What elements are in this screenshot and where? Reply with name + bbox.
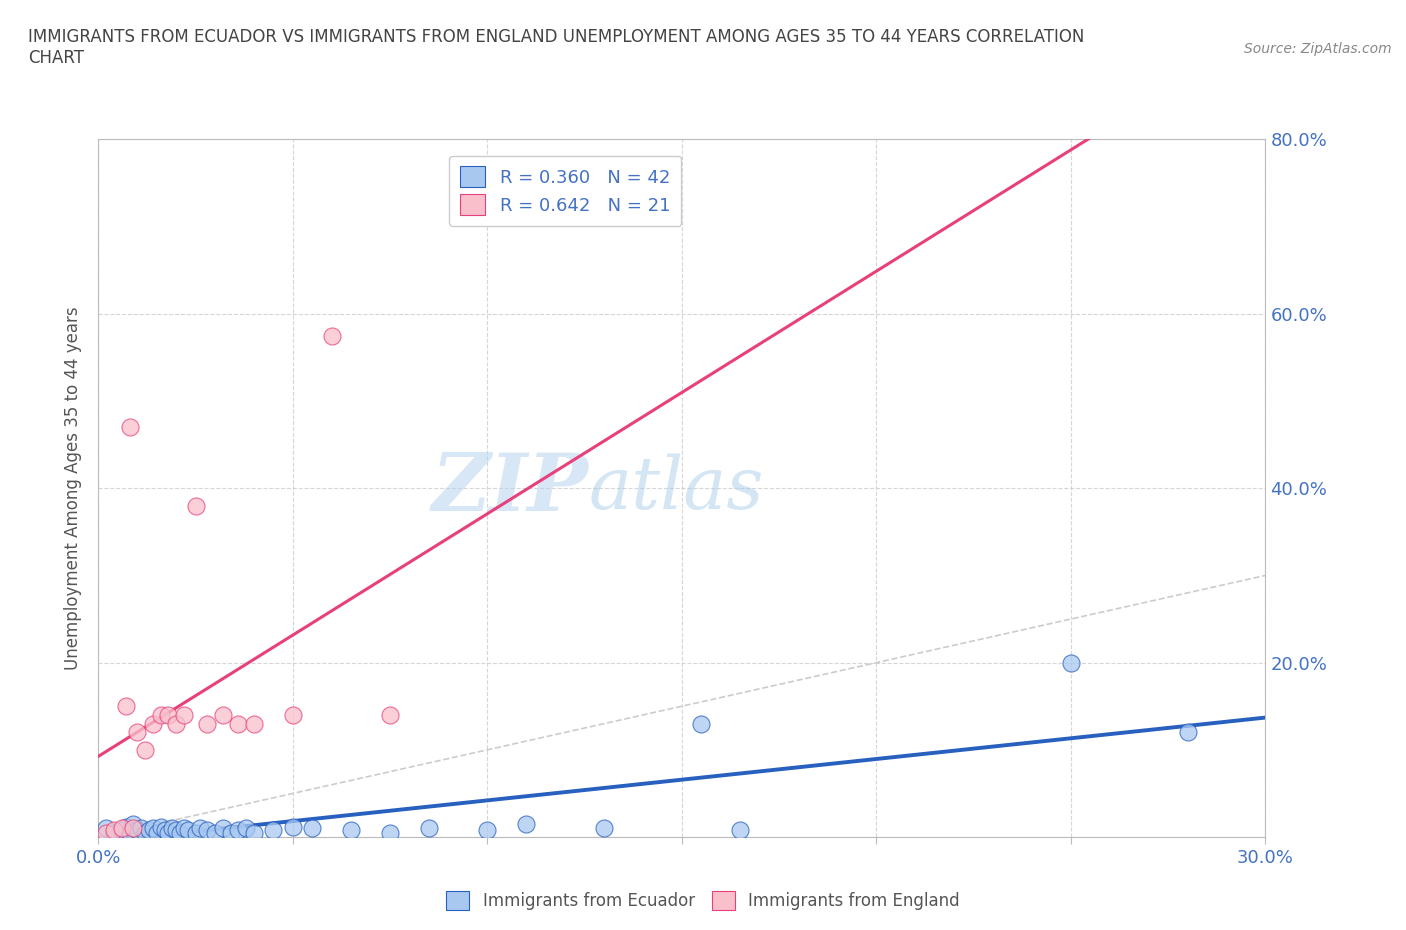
- Point: [177, 823, 200, 838]
- Point: [162, 821, 184, 836]
- Point: [173, 821, 195, 836]
- Point: [142, 821, 165, 836]
- Point: [228, 716, 250, 731]
- Point: [138, 823, 160, 838]
- Point: [301, 821, 323, 836]
- Point: [149, 819, 172, 834]
- Point: [111, 821, 134, 836]
- Point: [690, 716, 713, 731]
- Point: [129, 821, 152, 836]
- Point: [127, 725, 149, 740]
- Point: [134, 742, 156, 757]
- Point: [204, 825, 226, 840]
- Point: [149, 708, 172, 723]
- Point: [118, 825, 141, 840]
- Point: [1060, 656, 1083, 671]
- Point: [118, 419, 141, 434]
- Legend: R = 0.360   N = 42, R = 0.642   N = 21: R = 0.360 N = 42, R = 0.642 N = 21: [450, 155, 681, 226]
- Point: [165, 716, 187, 731]
- Point: [96, 821, 118, 836]
- Point: [122, 817, 145, 831]
- Point: [111, 823, 134, 838]
- Point: [142, 716, 165, 731]
- Text: atlas: atlas: [589, 453, 763, 524]
- Text: Source: ZipAtlas.com: Source: ZipAtlas.com: [1244, 42, 1392, 56]
- Point: [243, 716, 266, 731]
- Y-axis label: Unemployment Among Ages 35 to 44 years: Unemployment Among Ages 35 to 44 years: [65, 307, 83, 670]
- Point: [169, 825, 191, 840]
- Point: [122, 821, 145, 836]
- Point: [515, 817, 537, 831]
- Point: [321, 328, 343, 343]
- Point: [378, 825, 402, 840]
- Point: [195, 716, 218, 731]
- Point: [418, 821, 440, 836]
- Point: [146, 825, 169, 840]
- Point: [340, 823, 363, 838]
- Point: [243, 825, 266, 840]
- Point: [157, 825, 180, 840]
- Point: [262, 823, 284, 838]
- Point: [212, 708, 235, 723]
- Point: [184, 498, 207, 513]
- Point: [593, 821, 616, 836]
- Point: [188, 821, 211, 836]
- Point: [157, 708, 180, 723]
- Point: [212, 821, 235, 836]
- Point: [195, 823, 218, 838]
- Point: [378, 708, 402, 723]
- Point: [103, 823, 125, 838]
- Point: [219, 825, 242, 840]
- Point: [730, 823, 752, 838]
- Point: [134, 825, 156, 840]
- Point: [477, 823, 499, 838]
- Point: [96, 825, 118, 840]
- Point: [114, 698, 136, 713]
- Point: [228, 823, 250, 838]
- Point: [281, 819, 304, 834]
- Legend: Immigrants from Ecuador, Immigrants from England: Immigrants from Ecuador, Immigrants from…: [440, 884, 966, 917]
- Point: [235, 821, 257, 836]
- Point: [281, 708, 304, 723]
- Point: [165, 823, 187, 838]
- Point: [127, 823, 149, 838]
- Point: [184, 825, 207, 840]
- Text: IMMIGRANTS FROM ECUADOR VS IMMIGRANTS FROM ENGLAND UNEMPLOYMENT AMONG AGES 35 TO: IMMIGRANTS FROM ECUADOR VS IMMIGRANTS FR…: [28, 28, 1084, 67]
- Text: ZIP: ZIP: [432, 449, 589, 527]
- Point: [103, 825, 125, 840]
- Point: [153, 823, 176, 838]
- Point: [114, 819, 136, 834]
- Point: [1177, 725, 1199, 740]
- Point: [173, 708, 195, 723]
